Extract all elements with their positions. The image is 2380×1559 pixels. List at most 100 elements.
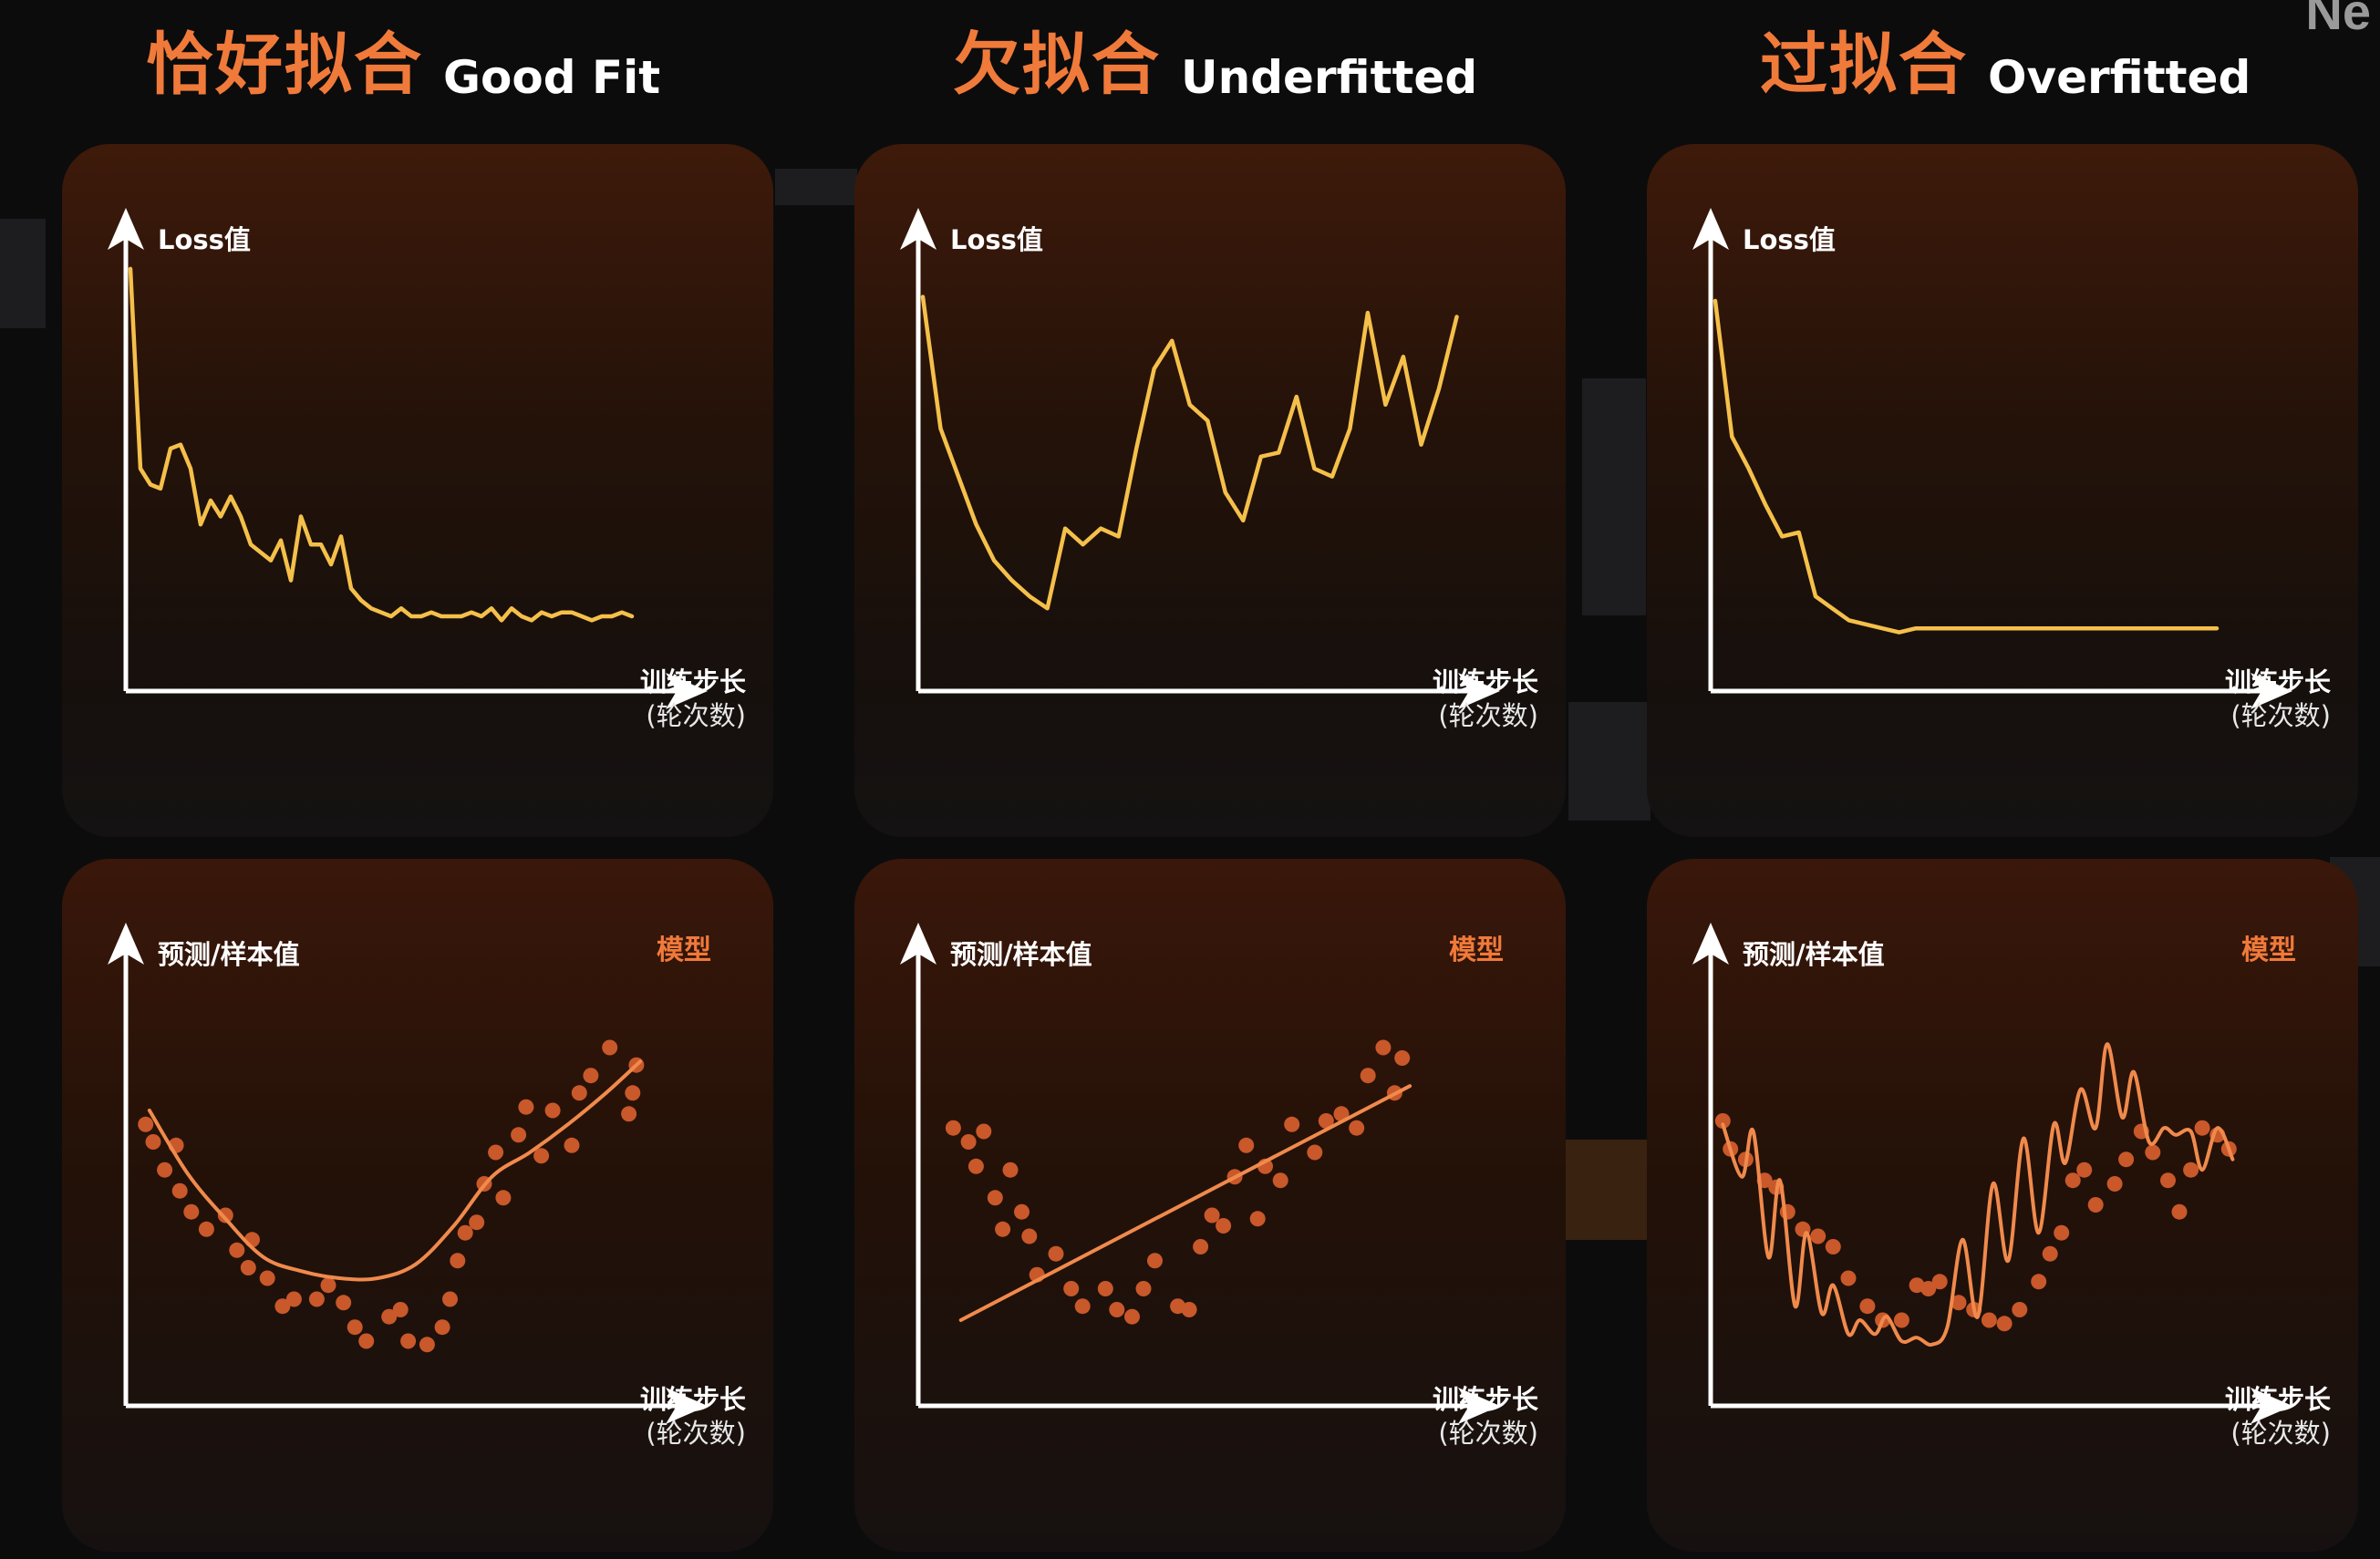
data-point bbox=[968, 1158, 984, 1174]
loss-series-line bbox=[920, 294, 1459, 611]
data-point bbox=[1074, 1298, 1091, 1315]
title-cn: 过拟合 bbox=[1760, 26, 1968, 104]
x-axis-label: 训练步长 (轮次数) bbox=[640, 666, 746, 733]
data-point bbox=[240, 1260, 256, 1275]
x-axis-arrow bbox=[2251, 673, 2292, 709]
y-axis-label: 预测/样本值 bbox=[158, 939, 300, 970]
data-point bbox=[198, 1221, 214, 1237]
data-point bbox=[171, 1182, 188, 1199]
data-point bbox=[1318, 1113, 1334, 1129]
data-point bbox=[976, 1123, 992, 1140]
x-axis-label-line2: (轮次数) bbox=[1438, 700, 1538, 731]
data-point bbox=[1394, 1050, 1411, 1066]
data-point bbox=[564, 1137, 580, 1153]
data-point bbox=[1109, 1302, 1125, 1317]
data-point bbox=[347, 1319, 363, 1336]
data-point bbox=[1014, 1203, 1030, 1220]
data-point bbox=[2054, 1224, 2070, 1241]
data-point bbox=[1181, 1302, 1197, 1317]
loss-panel-good-fit: Loss值 训练步长 (轮次数) bbox=[62, 144, 773, 837]
x-axis-label-line1: 训练步长 bbox=[639, 666, 746, 697]
data-point bbox=[2118, 1151, 2135, 1168]
data-point bbox=[381, 1308, 398, 1325]
data-point bbox=[1002, 1162, 1019, 1178]
background-block bbox=[1559, 1140, 1650, 1240]
x-axis-label-line2: (轮次数) bbox=[1438, 1418, 1538, 1449]
model-panel-underfitted: 预测/样本值 模型 训练步长 (轮次数) bbox=[854, 859, 1566, 1552]
data-point bbox=[217, 1207, 233, 1223]
data-point bbox=[1249, 1211, 1266, 1227]
y-axis-label: Loss值 bbox=[158, 224, 251, 255]
data-point bbox=[1840, 1270, 1857, 1286]
loss-series-line bbox=[128, 266, 635, 623]
column-title-underfitted: 欠拟合 Underfitted bbox=[953, 7, 1477, 108]
data-point bbox=[1375, 1039, 1392, 1056]
loss-chart bbox=[108, 208, 708, 709]
data-point bbox=[960, 1134, 977, 1150]
data-point bbox=[1147, 1253, 1163, 1269]
data-point bbox=[1951, 1295, 1967, 1311]
x-axis-label-line1: 训练步长 bbox=[639, 1384, 746, 1415]
data-point bbox=[450, 1253, 466, 1269]
x-axis-arrow bbox=[1458, 673, 1500, 709]
data-point bbox=[995, 1221, 1011, 1237]
data-point bbox=[945, 1120, 961, 1136]
y-axis-label: Loss值 bbox=[1743, 224, 1836, 255]
data-point bbox=[2076, 1162, 2093, 1178]
model-legend-label: 模型 bbox=[657, 934, 711, 966]
data-point bbox=[2042, 1245, 2058, 1262]
data-point bbox=[2194, 1120, 2210, 1136]
data-point bbox=[1216, 1218, 1232, 1234]
data-point bbox=[285, 1291, 302, 1307]
column-title-overfitted: 过拟合 Overfitted bbox=[1760, 7, 2251, 108]
data-point bbox=[138, 1116, 154, 1132]
data-point bbox=[2145, 1144, 2161, 1161]
data-point bbox=[1360, 1068, 1376, 1084]
model-chart bbox=[108, 923, 708, 1424]
data-point bbox=[625, 1085, 641, 1101]
y-axis-label: Loss值 bbox=[950, 224, 1043, 255]
data-point bbox=[1238, 1137, 1255, 1153]
data-point bbox=[2106, 1176, 2123, 1192]
x-axis-label-line2: (轮次数) bbox=[646, 1418, 746, 1449]
data-point bbox=[544, 1102, 561, 1119]
data-point bbox=[183, 1203, 200, 1220]
x-axis-label-line1: 训练步长 bbox=[1432, 1384, 1538, 1415]
data-point bbox=[2171, 1203, 2188, 1220]
data-point bbox=[1859, 1298, 1876, 1315]
data-point bbox=[987, 1190, 1003, 1206]
model-legend-label: 模型 bbox=[1449, 934, 1504, 966]
y-axis-arrow bbox=[108, 923, 144, 965]
data-point bbox=[1810, 1228, 1826, 1244]
data-point bbox=[469, 1214, 485, 1231]
loss-chart bbox=[1692, 208, 2292, 709]
data-point bbox=[2031, 1274, 2047, 1290]
y-axis-arrow bbox=[900, 208, 936, 250]
data-point bbox=[157, 1162, 173, 1178]
data-point bbox=[1825, 1239, 1841, 1254]
data-point bbox=[336, 1295, 352, 1311]
x-axis-label-line2: (轮次数) bbox=[646, 700, 746, 731]
data-point bbox=[1981, 1312, 1997, 1328]
data-point bbox=[2087, 1197, 2104, 1213]
title-en: Overfitted bbox=[1988, 51, 2251, 104]
data-point bbox=[621, 1106, 637, 1122]
data-point bbox=[145, 1134, 161, 1150]
title-en: Good Fit bbox=[443, 51, 661, 104]
background-block bbox=[1582, 378, 1646, 615]
model-panel-good-fit: 预测/样本值 模型 训练步长 (轮次数) bbox=[62, 859, 773, 1552]
data-point bbox=[1193, 1239, 1209, 1254]
model-curve bbox=[1721, 1042, 2235, 1347]
y-axis-arrow bbox=[1692, 923, 1729, 965]
data-point bbox=[308, 1291, 325, 1307]
x-axis-arrow bbox=[666, 673, 708, 709]
x-axis-label: 训练步长 (轮次数) bbox=[1433, 1383, 1538, 1451]
data-point bbox=[457, 1224, 473, 1241]
data-point bbox=[442, 1291, 458, 1307]
model-curve bbox=[147, 1059, 643, 1282]
data-point bbox=[419, 1337, 435, 1353]
data-point bbox=[1135, 1281, 1152, 1296]
data-point bbox=[392, 1302, 409, 1317]
data-point bbox=[1272, 1172, 1288, 1189]
title-en: Underfitted bbox=[1181, 51, 1478, 104]
